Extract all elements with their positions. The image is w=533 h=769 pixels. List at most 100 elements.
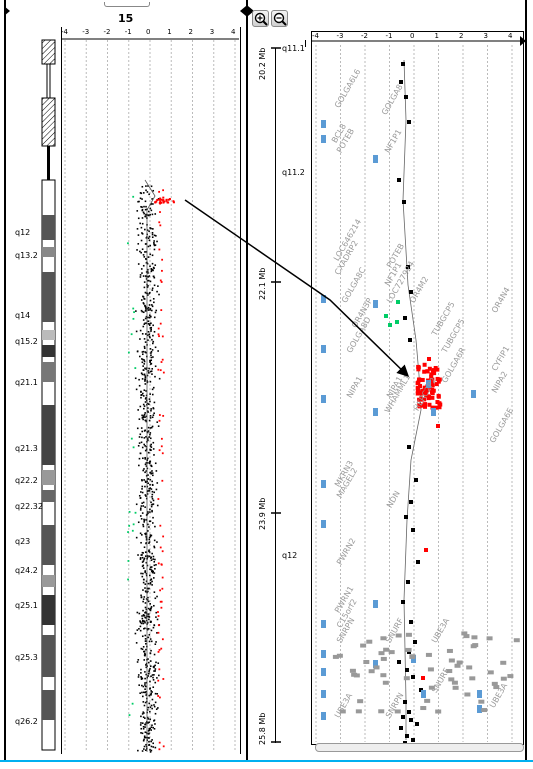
data-point	[142, 685, 145, 688]
data-point	[154, 244, 157, 246]
data-point	[149, 749, 151, 751]
data-point	[143, 704, 146, 707]
data-point	[140, 441, 143, 444]
data-point	[150, 729, 152, 731]
collapse-arrow-icon[interactable]	[240, 6, 248, 16]
data-point	[144, 634, 147, 637]
data-point	[145, 470, 148, 472]
data-point	[144, 449, 147, 452]
loss-point	[430, 405, 435, 410]
data-point	[153, 545, 155, 548]
data-point	[144, 653, 147, 656]
data-point	[149, 483, 151, 486]
data-point	[140, 239, 143, 242]
axis-tick-label: -3	[82, 28, 90, 36]
gain-point	[128, 524, 131, 527]
gain-point	[134, 367, 137, 369]
data-point	[150, 568, 152, 571]
data-point	[147, 730, 150, 732]
data-point	[149, 417, 152, 419]
gain-point	[128, 510, 131, 513]
data-point	[156, 632, 158, 634]
data-point	[414, 478, 418, 482]
zoom-out-button[interactable]	[271, 10, 288, 27]
data-point	[146, 431, 149, 434]
data-point	[151, 691, 153, 693]
loss-point	[157, 327, 160, 330]
data-point	[137, 217, 140, 220]
data-point	[137, 674, 140, 676]
data-point	[140, 554, 143, 556]
data-point	[142, 609, 144, 612]
loss-point	[429, 381, 434, 386]
data-point	[142, 725, 145, 728]
data-point	[145, 465, 148, 467]
data-point	[140, 518, 143, 520]
data-point	[147, 706, 150, 709]
pane-divider[interactable]	[246, 0, 248, 760]
data-point	[148, 737, 150, 739]
loss-point	[162, 199, 165, 202]
data-point	[156, 421, 159, 423]
loss-point	[427, 357, 431, 361]
gene-block	[378, 651, 385, 656]
data-point	[149, 265, 151, 268]
detail-axis	[311, 40, 522, 42]
gain-point	[127, 351, 130, 354]
expand-arrow-icon[interactable]	[248, 6, 256, 16]
data-point	[144, 200, 147, 203]
data-point	[139, 507, 142, 510]
gene-block	[388, 650, 395, 655]
data-point	[141, 575, 144, 578]
data-point	[150, 501, 152, 504]
zoom-in-button[interactable]	[252, 10, 269, 27]
data-point	[146, 457, 149, 460]
data-point	[152, 324, 154, 327]
collapse-arrow-icon[interactable]	[4, 6, 12, 16]
data-point	[150, 740, 152, 743]
loss-point	[424, 548, 428, 552]
data-point	[142, 525, 145, 528]
loss-point	[430, 387, 435, 392]
loss-point	[161, 335, 164, 338]
data-point	[142, 254, 145, 256]
data-point	[144, 401, 147, 403]
data-point	[144, 616, 146, 619]
loss-point	[160, 201, 163, 204]
loss-point	[437, 377, 442, 382]
data-point	[145, 390, 147, 392]
data-point	[406, 580, 410, 584]
data-point	[141, 208, 144, 211]
data-point	[140, 268, 143, 270]
data-point	[141, 394, 143, 396]
data-point	[142, 311, 145, 314]
data-point	[143, 712, 145, 714]
expand-arrow-icon[interactable]	[520, 36, 528, 46]
data-point	[148, 520, 151, 523]
gene-track-mark	[477, 705, 482, 713]
data-point	[156, 693, 159, 695]
data-point	[147, 426, 150, 429]
data-point	[152, 577, 155, 579]
data-point	[137, 409, 139, 411]
data-point	[145, 396, 147, 399]
data-point	[152, 676, 154, 679]
axis-tick-label: 2	[188, 28, 193, 36]
gene-block	[451, 680, 458, 685]
data-point	[148, 549, 150, 552]
loss-point	[417, 397, 422, 402]
data-point	[144, 307, 147, 309]
data-point	[147, 675, 150, 677]
data-point	[141, 684, 143, 687]
data-point	[149, 460, 151, 463]
horizontal-scrollbar[interactable]	[315, 743, 524, 752]
data-point	[137, 200, 139, 203]
band-label: q14	[15, 311, 31, 320]
data-point	[150, 606, 153, 608]
data-point	[147, 590, 149, 593]
data-point	[145, 518, 147, 521]
data-point	[141, 430, 144, 433]
gene-block	[360, 643, 367, 648]
data-point	[139, 452, 142, 455]
data-point	[157, 350, 159, 352]
